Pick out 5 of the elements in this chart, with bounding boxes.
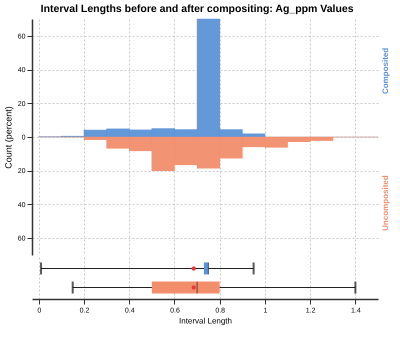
- x-axis-title: Interval Length: [179, 316, 232, 326]
- y-axis-title: Count (percent): [4, 106, 14, 169]
- text: Composited: [381, 48, 390, 94]
- chart-title: Interval Lengths before and after compositing: Ag_ppm Values: [40, 3, 354, 16]
- text: Uncomposited: [381, 175, 390, 231]
